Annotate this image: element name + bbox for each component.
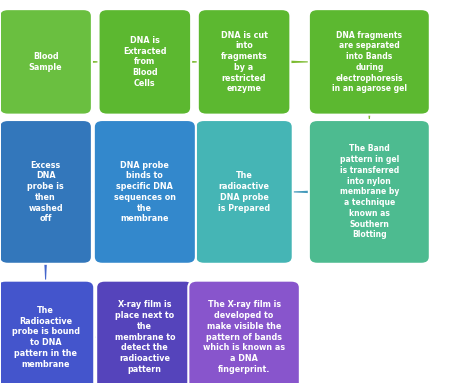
Text: The Band
pattern in gel
is transferred
into nylon
membrane by
a technique
known : The Band pattern in gel is transferred i… bbox=[340, 144, 399, 239]
Text: The
radioactive
DNA probe
is Prepared: The radioactive DNA probe is Prepared bbox=[218, 171, 270, 213]
Text: Excess
DNA
probe is
then
washed
off: Excess DNA probe is then washed off bbox=[27, 161, 64, 223]
FancyBboxPatch shape bbox=[94, 120, 196, 264]
FancyBboxPatch shape bbox=[188, 281, 300, 385]
FancyBboxPatch shape bbox=[0, 9, 92, 115]
FancyBboxPatch shape bbox=[195, 120, 293, 264]
FancyBboxPatch shape bbox=[198, 9, 291, 115]
Text: X-ray film is
place next to
the
membrane to
detect the
radioactive
pattern: X-ray film is place next to the membrane… bbox=[115, 300, 175, 374]
Text: DNA is cut
into
fragments
by a
restricted
enzyme: DNA is cut into fragments by a restricte… bbox=[221, 30, 267, 93]
Text: Blood
Sample: Blood Sample bbox=[29, 52, 63, 72]
Text: DNA is
Extracted
from
Blood
Cells: DNA is Extracted from Blood Cells bbox=[123, 36, 166, 88]
FancyBboxPatch shape bbox=[0, 281, 94, 385]
FancyBboxPatch shape bbox=[0, 120, 92, 264]
Text: DNA fragments
are separated
into Bands
during
electrophoresis
in an agarose gel: DNA fragments are separated into Bands d… bbox=[332, 30, 407, 93]
Text: The
Radioactive
probe is bound
to DNA
pattern in the
membrane: The Radioactive probe is bound to DNA pa… bbox=[11, 306, 80, 368]
Text: DNA probe
binds to
specific DNA
sequences on
the
membrane: DNA probe binds to specific DNA sequence… bbox=[114, 161, 176, 223]
FancyBboxPatch shape bbox=[99, 9, 191, 115]
Text: The X-ray film is
developed to
make visible the
pattern of bands
which is known : The X-ray film is developed to make visi… bbox=[203, 300, 285, 374]
FancyBboxPatch shape bbox=[309, 9, 430, 115]
FancyBboxPatch shape bbox=[96, 281, 193, 385]
FancyBboxPatch shape bbox=[309, 120, 430, 264]
